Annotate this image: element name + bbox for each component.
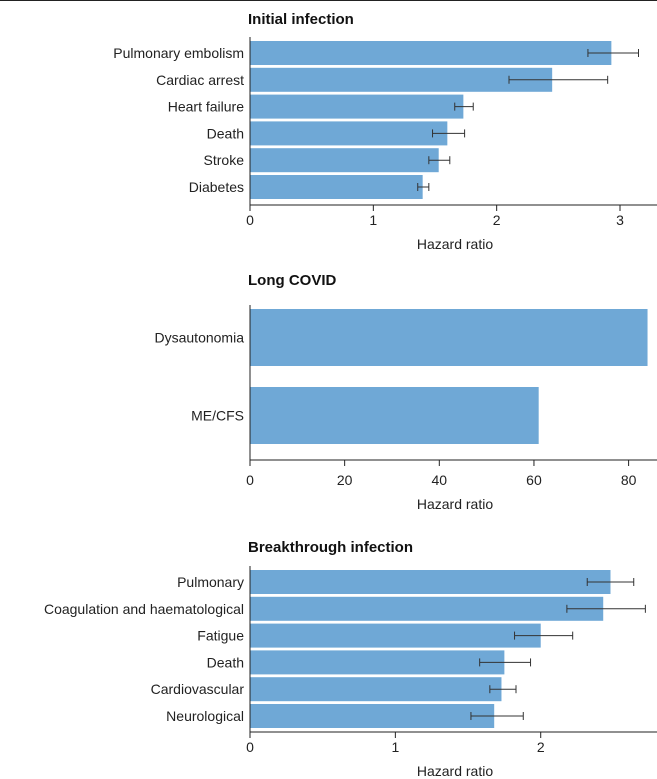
bar <box>250 41 612 65</box>
error-bar <box>508 75 609 84</box>
x-tick-label: 1 <box>369 212 377 228</box>
error-bar <box>566 604 646 613</box>
error-bar <box>514 631 574 640</box>
panel-initial-infection: Initial infection Hazard ratio Pulmonary… <box>113 11 657 252</box>
bar <box>250 677 502 702</box>
x-tick-label: 40 <box>432 472 448 488</box>
x-tick-label: 0 <box>246 472 254 488</box>
bar <box>250 387 539 444</box>
bar <box>250 704 495 728</box>
x-tick-label: 2 <box>537 739 545 755</box>
error-bar <box>454 102 474 111</box>
category-label: Stroke <box>204 152 245 168</box>
error-bar <box>470 712 524 720</box>
category-label: Pulmonary <box>177 574 244 590</box>
bar <box>250 623 541 648</box>
x-tick-label: 0 <box>246 212 254 228</box>
category-label: Dysautonomia <box>155 330 245 346</box>
category-label: Cardiac arrest <box>156 72 244 88</box>
category-label: Death <box>207 125 244 141</box>
bar <box>250 148 439 173</box>
category-label: ME/CFS <box>191 408 244 424</box>
bar <box>250 67 553 92</box>
error-bar <box>586 578 635 586</box>
panel-title: Breakthrough infection <box>248 539 413 556</box>
error-bar <box>479 658 532 667</box>
bar <box>250 570 611 594</box>
error-bar <box>428 156 451 165</box>
x-tick-label: 1 <box>391 739 399 755</box>
x-tick-label: 80 <box>621 472 637 488</box>
error-bar <box>432 129 466 138</box>
bar <box>250 175 423 199</box>
x-axis-title: Hazard ratio <box>417 496 493 512</box>
panel-long-covid: Long COVID Hazard ratio Dysautonomia ME/C… <box>155 272 657 512</box>
bar <box>250 596 604 621</box>
category-label: Pulmonary embolism <box>113 45 244 61</box>
bar <box>250 650 505 675</box>
category-label: Coagulation and haematological <box>44 601 244 617</box>
x-tick-label: 60 <box>526 472 542 488</box>
panel-title: Initial infection <box>248 11 354 28</box>
bar <box>250 121 448 146</box>
x-tick-label: 20 <box>337 472 353 488</box>
top-rule <box>0 0 657 1</box>
category-label: Neurological <box>166 708 244 724</box>
category-label: Fatigue <box>197 628 244 644</box>
panel-title: Long COVID <box>248 272 336 289</box>
x-axis-title: Hazard ratio <box>417 763 493 779</box>
category-label: Death <box>207 654 244 670</box>
x-axis-title: Hazard ratio <box>417 236 493 252</box>
category-label: Cardiovascular <box>151 681 245 697</box>
bar <box>250 94 464 119</box>
error-bar <box>587 49 639 57</box>
category-label: Heart failure <box>168 99 244 115</box>
x-tick-label: 2 <box>493 212 501 228</box>
error-bar <box>489 685 517 694</box>
panel-breakthrough-infection: Breakthrough infection Hazard ratio Pulm… <box>44 539 657 779</box>
error-bar <box>417 183 430 191</box>
bar <box>250 309 648 366</box>
category-label: Diabetes <box>189 179 244 195</box>
x-tick-label: 0 <box>246 739 254 755</box>
x-tick-label: 3 <box>616 212 624 228</box>
